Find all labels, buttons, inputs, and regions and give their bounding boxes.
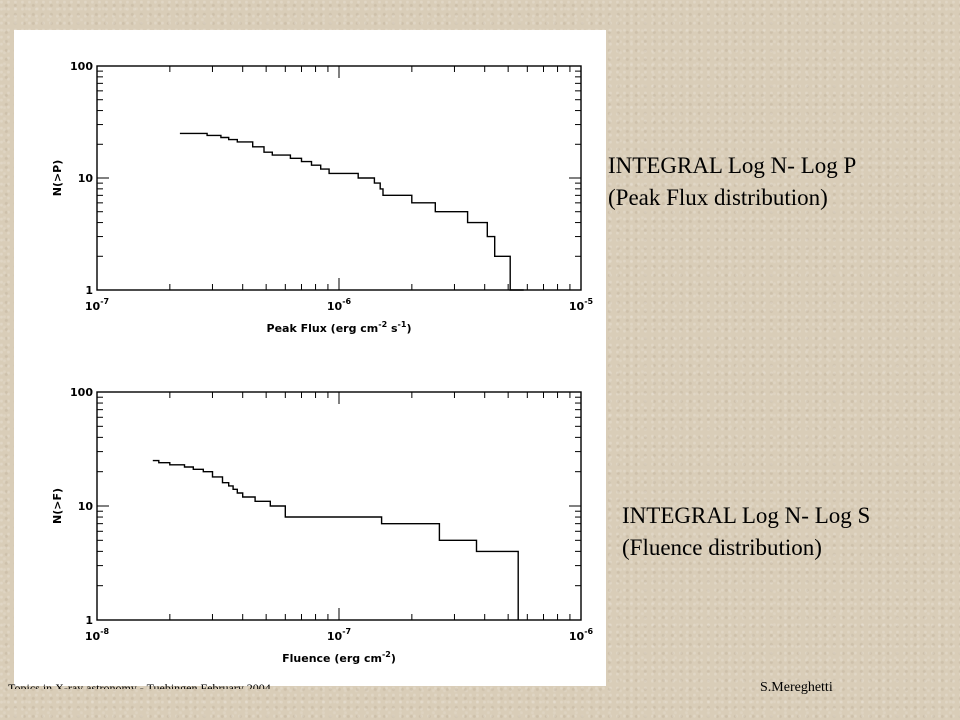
- x-tick-label: 10-7: [327, 627, 351, 643]
- y-tick-label: 100: [70, 60, 93, 73]
- caption-peak-flux: INTEGRAL Log N- Log P (Peak Flux distrib…: [608, 150, 856, 214]
- charts-svg: 10-7 10-6 10-5 1 10 100 Peak Flux (erg cm-2 s-…: [51, 60, 594, 665]
- chart-2: 10-8 10-7 10-6 1 10 100 Fluence (erg cm-2) N(>F…: [51, 386, 594, 665]
- cumulative-step-series: [152, 459, 519, 620]
- y-tick-label: 10: [78, 500, 94, 513]
- x-tick-label: 10-6: [327, 297, 352, 313]
- chart-1: 10-7 10-6 10-5 1 10 100 Peak Flux (erg cm-2 s-…: [51, 60, 594, 335]
- y-tick-label: 1: [85, 284, 93, 297]
- footer-left-text: Topics in X-ray astronomy - Tuebingen Fe…: [8, 681, 271, 689]
- y-tick-label: 10: [78, 172, 94, 185]
- x-axis-label: Fluence (erg cm-2): [282, 650, 396, 665]
- y-tick-label: 100: [70, 386, 93, 399]
- y-axis-label: N(>P): [51, 160, 64, 197]
- x-tick-label: 10-5: [569, 297, 594, 313]
- cumulative-step-series: [179, 132, 524, 291]
- caption-fluence: INTEGRAL Log N- Log S (Fluence distribut…: [622, 500, 870, 564]
- y-axis-label: N(>F): [51, 488, 64, 524]
- caption-peak-flux-line1: INTEGRAL Log N- Log P: [608, 153, 857, 178]
- plot-panel: 10-7 10-6 10-5 1 10 100 Peak Flux (erg cm-2 s-…: [14, 30, 606, 686]
- plot-frame: [96, 391, 582, 621]
- y-tick-label: 1: [85, 614, 93, 627]
- caption-fluence-line1: INTEGRAL Log N- Log S: [622, 503, 871, 528]
- x-tick-label: 10-7: [85, 297, 109, 313]
- x-axis-label: Peak Flux (erg cm-2 s-1): [267, 320, 412, 335]
- caption-fluence-line2: (Fluence distribution): [622, 535, 822, 560]
- caption-peak-flux-line2: (Peak Flux distribution): [608, 185, 828, 210]
- x-tick-label: 10-6: [569, 627, 594, 643]
- footer-author: S.Mereghetti: [760, 680, 833, 695]
- x-tick-label: 10-8: [85, 627, 110, 643]
